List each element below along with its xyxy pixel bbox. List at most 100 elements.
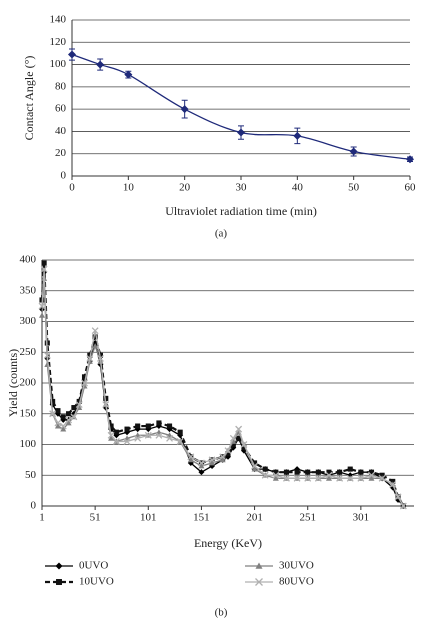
marker <box>224 447 232 455</box>
y-tick-label: 0 <box>31 500 37 512</box>
marker <box>197 459 205 467</box>
marker <box>54 423 61 429</box>
marker <box>241 445 247 451</box>
marker <box>55 408 61 414</box>
legend-marker <box>55 562 63 570</box>
marker <box>294 469 300 475</box>
marker <box>208 456 216 464</box>
series-line <box>41 278 404 507</box>
marker <box>336 474 344 482</box>
marker <box>273 469 279 475</box>
marker <box>293 474 301 482</box>
marker <box>103 395 109 401</box>
marker <box>124 426 130 432</box>
marker <box>155 431 163 439</box>
marker <box>40 265 48 273</box>
marker <box>70 413 78 421</box>
marker <box>394 493 402 501</box>
marker <box>43 351 51 359</box>
marker <box>113 429 119 435</box>
marker <box>399 502 407 510</box>
marker <box>357 474 365 482</box>
x-tick-label: 301 <box>353 512 370 524</box>
y-tick-label: 250 <box>20 346 37 358</box>
marker <box>92 334 98 340</box>
marker <box>60 426 67 432</box>
marker <box>107 431 115 439</box>
legend-marker <box>255 578 263 586</box>
marker <box>86 354 94 362</box>
marker <box>124 70 133 79</box>
marker <box>177 429 183 435</box>
marker <box>134 434 142 442</box>
marker <box>50 398 56 404</box>
marker <box>252 460 258 466</box>
y-axis-label: Yield (counts) <box>6 349 20 417</box>
x-tick-label: 251 <box>299 512 316 524</box>
marker <box>81 374 88 380</box>
marker <box>368 475 375 481</box>
legend-marker <box>56 579 62 585</box>
marker <box>251 466 258 472</box>
x-tick-label: 40 <box>292 182 304 194</box>
marker <box>225 451 231 457</box>
marker <box>180 105 189 114</box>
marker <box>251 462 259 470</box>
marker <box>282 474 290 482</box>
marker <box>187 453 195 461</box>
y-axis-label: Contact Angle (°) <box>22 56 36 141</box>
marker <box>314 474 322 482</box>
y-tick-label: 40 <box>55 125 67 137</box>
series-line <box>71 53 411 160</box>
marker <box>81 379 88 387</box>
legend-label: 10UVO <box>79 576 114 588</box>
legend-marker <box>255 562 263 569</box>
marker <box>112 437 120 445</box>
x-tick-label: 101 <box>140 512 157 524</box>
marker <box>358 469 364 475</box>
marker <box>262 466 268 472</box>
marker <box>349 147 358 156</box>
marker <box>187 456 194 463</box>
marker <box>166 423 173 429</box>
marker <box>198 469 205 476</box>
marker <box>198 463 205 469</box>
marker <box>229 434 237 442</box>
marker <box>71 405 77 411</box>
marker <box>76 398 82 404</box>
marker <box>54 419 62 427</box>
y-tick-label: 150 <box>20 407 37 419</box>
marker <box>65 419 72 426</box>
marker <box>368 471 375 479</box>
marker <box>59 422 67 430</box>
caption: (a) <box>215 228 228 240</box>
marker <box>108 423 114 429</box>
marker <box>145 423 151 429</box>
marker <box>102 401 110 408</box>
marker <box>240 441 248 448</box>
marker <box>326 469 332 475</box>
y-tick-label: 100 <box>50 58 67 70</box>
y-tick-label: 100 <box>20 438 37 450</box>
x-tick-label: 151 <box>193 512 210 524</box>
y-tick-label: 80 <box>55 80 67 92</box>
series-line <box>41 269 404 507</box>
marker <box>92 343 99 349</box>
marker <box>68 50 76 59</box>
marker <box>272 471 280 479</box>
marker <box>325 475 332 481</box>
marker <box>144 431 152 439</box>
marker <box>166 434 174 442</box>
x-tick-label: 30 <box>236 182 248 194</box>
marker <box>135 423 141 429</box>
marker <box>315 469 321 475</box>
legend-label: 0UVO <box>79 560 108 572</box>
x-axis-label: Ultraviolet radiation time (min) <box>165 204 317 218</box>
marker <box>304 474 312 482</box>
marker <box>230 441 236 448</box>
marker <box>60 414 66 420</box>
x-tick-label: 51 <box>90 512 101 524</box>
caption: (b) <box>215 607 228 619</box>
x-tick-label: 1 <box>39 512 45 524</box>
